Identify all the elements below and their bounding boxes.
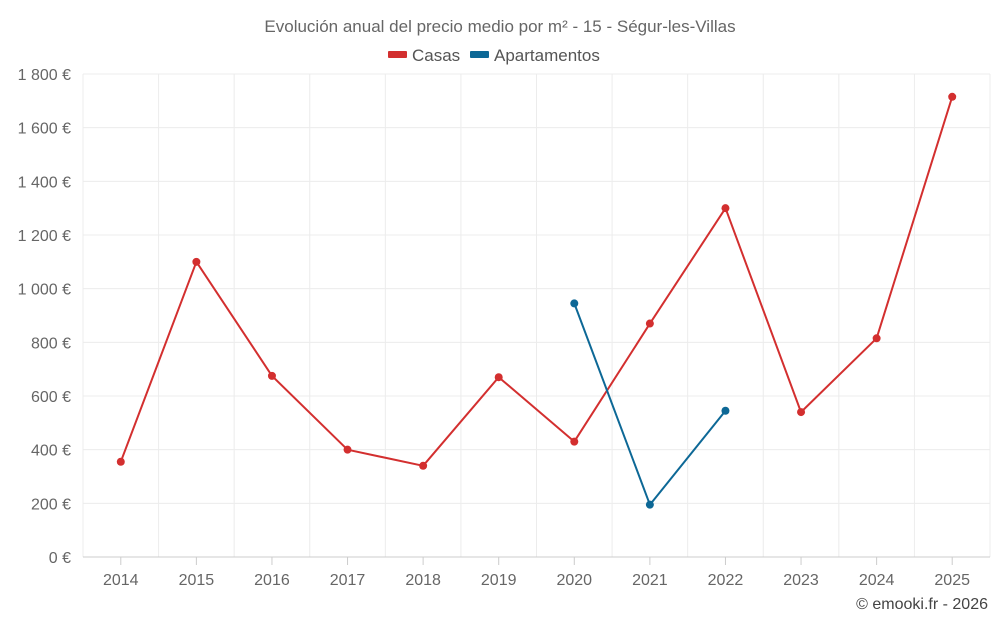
- x-tick-label: 2024: [859, 572, 895, 589]
- y-tick-label: 0 €: [49, 550, 71, 567]
- y-tick-label: 200 €: [31, 496, 71, 513]
- data-point-casas-2021[interactable]: [645, 319, 654, 328]
- series-layer: [116, 92, 957, 509]
- data-point-casas-2017[interactable]: [343, 445, 352, 454]
- x-tick-label: 2016: [254, 572, 290, 589]
- data-point-casas-2025[interactable]: [948, 92, 957, 101]
- legend-item-casas[interactable]: Casas: [388, 46, 460, 65]
- y-tick-label: 1 600 €: [18, 121, 71, 138]
- x-tick-label: 2017: [330, 572, 366, 589]
- legend[interactable]: Casas Apartamentos: [388, 46, 600, 65]
- x-tick-label: 2025: [934, 572, 970, 589]
- data-point-casas-2024[interactable]: [872, 334, 881, 343]
- data-point-apartamentos-2021[interactable]: [645, 500, 654, 509]
- y-tick-label: 1 400 €: [18, 174, 71, 191]
- x-tick-label: 2019: [481, 572, 517, 589]
- data-point-apartamentos-2020[interactable]: [570, 299, 579, 308]
- x-tick-label: 2018: [405, 572, 441, 589]
- y-tick-label: 1 000 €: [18, 282, 71, 299]
- legend-item-apartamentos[interactable]: Apartamentos: [470, 46, 600, 65]
- x-tick-label: 2014: [103, 572, 139, 589]
- x-tick-label: 2015: [179, 572, 215, 589]
- data-point-casas-2015[interactable]: [192, 257, 201, 266]
- chart-title: Evolución anual del precio medio por m² …: [264, 17, 735, 36]
- legend-label-casas: Casas: [412, 46, 460, 65]
- legend-label-apartamentos: Apartamentos: [494, 46, 600, 65]
- data-point-casas-2019[interactable]: [494, 373, 503, 382]
- data-point-casas-2023[interactable]: [797, 408, 806, 417]
- y-tick-label: 800 €: [31, 335, 71, 352]
- y-tick-label: 400 €: [31, 443, 71, 460]
- data-point-casas-2014[interactable]: [116, 457, 125, 466]
- legend-swatch-apartamentos: [470, 51, 489, 58]
- axes: 0 € 200 € 400 € 600 € 800 € 1 000 € 1 200 € 1 4…: [18, 67, 990, 589]
- x-tick-label: 2020: [556, 572, 592, 589]
- data-point-casas-2016[interactable]: [267, 371, 276, 380]
- data-point-casas-2018[interactable]: [419, 461, 428, 470]
- y-tick-label: 1 800 €: [18, 67, 71, 84]
- credit-text: © emooki.fr - 2026: [856, 596, 988, 613]
- y-tick-label: 1 200 €: [18, 228, 71, 245]
- y-tick-label: 600 €: [31, 389, 71, 406]
- data-point-casas-2022[interactable]: [721, 204, 730, 213]
- series-line-casas: [119, 96, 954, 467]
- data-point-casas-2020[interactable]: [570, 437, 579, 446]
- legend-swatch-casas: [388, 51, 407, 58]
- x-tick-label: 2021: [632, 572, 668, 589]
- series-line-apartamentos: [573, 303, 727, 506]
- x-tick-label: 2023: [783, 572, 819, 589]
- data-point-apartamentos-2022[interactable]: [721, 406, 730, 415]
- x-tick-label: 2022: [708, 572, 744, 589]
- grid: [82, 73, 991, 557]
